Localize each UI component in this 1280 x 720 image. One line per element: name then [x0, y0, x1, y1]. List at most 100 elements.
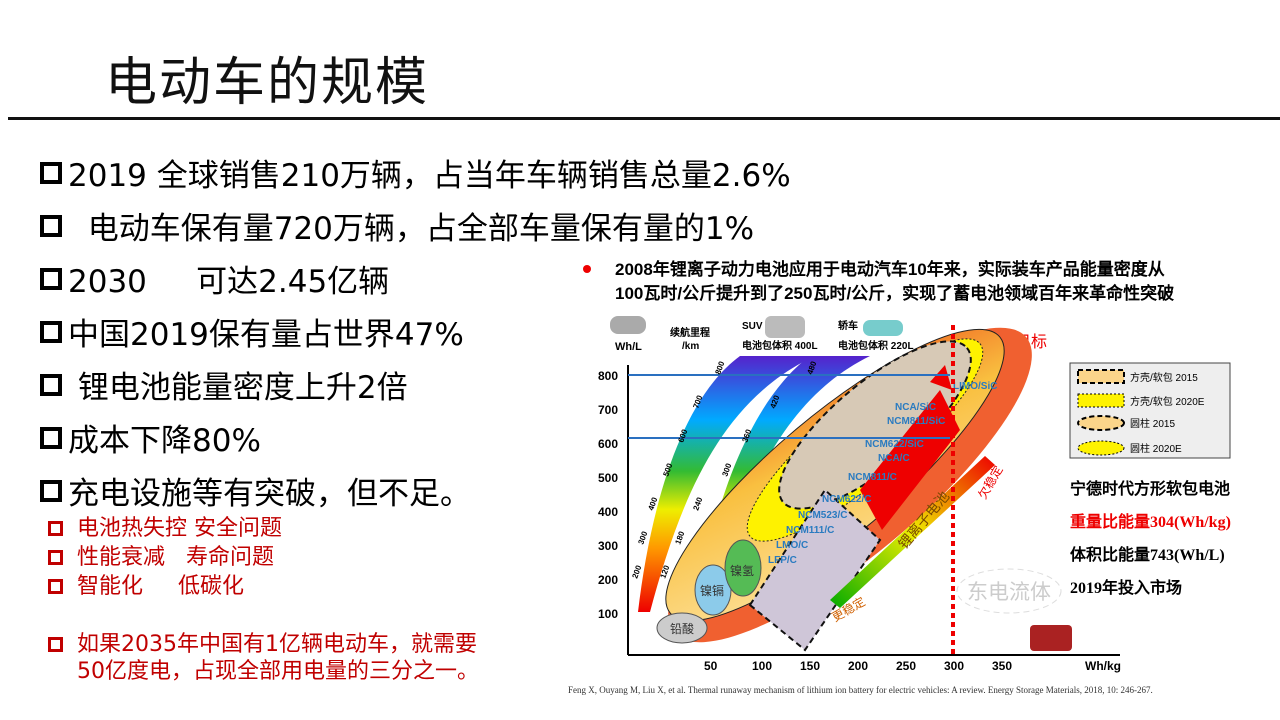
square-bullet-icon [40, 426, 62, 449]
sub-bullet-3: 智能化 低碳化 [48, 573, 244, 600]
band2-tick-label: 300 [720, 462, 733, 478]
chem-label: NCM111/C [786, 525, 834, 536]
title-divider [8, 117, 1280, 120]
legend-label: 方壳/软包 2015 [1130, 371, 1198, 384]
square-bullet-icon [40, 479, 62, 502]
sedan-label: 轿车 [838, 319, 858, 332]
figure-headline-2: 100瓦时/公斤提升到了250瓦时/公斤，实现了蓄电池领域百年来革命性突破 [615, 283, 1174, 303]
car-icon [610, 316, 646, 334]
sedan-icon [863, 320, 903, 336]
legend-swatch [1077, 393, 1125, 408]
x-tick-label: 150 [800, 659, 820, 673]
chem-label: LFP/C [768, 555, 797, 566]
note-line-1: 如果2035年中国有1亿辆电动车，就需要 [77, 632, 477, 657]
catl-volumetric: 体积比能量743(Wh/L) [1070, 545, 1225, 564]
battery-energy-density-figure: 2008年锂离子动力电池应用于电动汽车10年来，实际装车产品能量密度从 100瓦… [568, 259, 1231, 695]
suv-pack-label: 电池包体积 400L [742, 339, 818, 352]
note: 如果2035年中国有1亿辆电动车，就需要 50亿度电，占现全部用电量的三分之一。 [48, 631, 479, 685]
y-tick-label: 700 [598, 403, 618, 417]
bullet-5: 锂电池能量密度上升2倍 [40, 362, 408, 407]
nicd-ellipse [694, 564, 732, 616]
square-bullet-icon [40, 214, 62, 237]
x-tick-label: 50 [704, 659, 718, 673]
bullet-text: 电动车保有量720万辆，占全部车量保有量的1% [68, 211, 755, 247]
watermark: 东电流体 [967, 581, 1051, 604]
note-line-2: 50亿度电，占现全部用电量的三分之一。 [77, 659, 479, 684]
range-band-1 [638, 356, 815, 612]
citation: Feng X, Ouyang M, Liu X, et al. Thermal … [568, 685, 1153, 695]
square-bullet-icon [40, 161, 62, 184]
bullet-4: 中国2019保有量占世界47% [40, 309, 464, 354]
bullet-2: 电动车保有量720万辆，占全部车量保有量的1% [40, 203, 754, 248]
band2-tick-label: 180 [673, 530, 686, 546]
chem-label: NCM811/SiC [887, 416, 945, 427]
figure-headline-1: 2008年锂离子动力电池应用于电动汽车10年来，实际装车产品能量密度从 [615, 259, 1165, 279]
bullet-6: 成本下降80% [40, 415, 261, 460]
square-bullet-icon [40, 267, 62, 290]
page-title: 电动车的规模 [105, 53, 430, 113]
band1-tick-label: 400 [646, 496, 659, 512]
band2-tick-label: 120 [658, 564, 671, 580]
band2-tick-label: 360 [740, 428, 753, 444]
legend-label: 圆柱 2020E [1130, 442, 1182, 455]
nimh-ellipse [724, 539, 762, 597]
band2-tick-label: 240 [691, 496, 704, 512]
bullet-3: 2030 可达2.45亿辆 [40, 256, 389, 301]
catl-gravimetric: 重量比能量304(Wh/kg) [1070, 512, 1231, 531]
chem-label: LMO/C [776, 540, 808, 551]
bullet-text: 锂电池能量密度上升2倍 [68, 370, 408, 406]
square-bullet-icon [40, 373, 62, 396]
y-unit: Wh/L [615, 341, 642, 353]
band1-tick-label: 600 [676, 428, 689, 444]
legend-swatch [1077, 369, 1125, 384]
x-tick-label: 250 [896, 659, 916, 673]
stability-gradient [830, 456, 995, 608]
sedan-pack-label: 电池包体积 220L [838, 339, 914, 352]
sub-bullet-1: 电池热失控 安全问题 [48, 515, 282, 542]
square-bullet-icon [48, 550, 63, 565]
band1-tick-label: 800 [713, 360, 726, 376]
progress-arrow [860, 390, 960, 530]
bullet-text: 2019 全球销售210万辆，占当年车辆销售总量2.6% [68, 158, 791, 194]
sub-bullet-2: 性能衰减 寿命问题 [48, 544, 274, 571]
sub-bullet-text: 性能衰减 寿命问题 [77, 545, 274, 570]
chem-label: NCA/C [878, 453, 910, 464]
y-tick-label: 200 [598, 573, 618, 587]
suv-label: SUV [742, 321, 763, 332]
chem-label: LIMO/SiC [953, 381, 997, 392]
red-dot-icon [583, 265, 591, 273]
chem-label: NCM523/C [798, 510, 847, 521]
y-tick-label: 300 [598, 539, 618, 553]
chem-label: NCM811/C [848, 472, 897, 483]
band1-tick-label: 700 [691, 394, 704, 410]
y-tick-label: 500 [598, 471, 618, 485]
legend-swatch [1077, 440, 1125, 456]
chem-label: NCM622/SiC [865, 439, 924, 450]
x-unit: Wh/kg [1085, 659, 1121, 673]
bullet-1: 2019 全球销售210万辆，占当年车辆销售总量2.6% [40, 150, 791, 195]
y-tick-label: 600 [598, 437, 618, 451]
band1-tick-label: 200 [630, 564, 643, 580]
bullet-text: 中国2019保有量占世界47% [68, 317, 464, 353]
nimh-label: 镍氢 [730, 563, 754, 578]
catl-market: 2019年投入市场 [1070, 578, 1182, 597]
x-tick-label: 300 [944, 659, 964, 673]
x-tick-label: 100 [752, 659, 772, 673]
square-bullet-icon [48, 579, 63, 594]
x-tick-label: 200 [848, 659, 868, 673]
y-tick-label: 100 [598, 607, 618, 621]
band1-tick-label: 500 [661, 462, 674, 478]
chem-label: NCM622/C [822, 494, 871, 505]
progress-arrow-head [930, 365, 952, 390]
legend-swatch [1077, 415, 1125, 431]
chem-label: NCA/SiC [895, 402, 936, 413]
band2-tick-label: 480 [805, 360, 818, 376]
legend-label: 方壳/软包 2020E [1130, 395, 1205, 408]
square-bullet-icon [40, 320, 62, 343]
prismatic-2015-region [748, 488, 882, 652]
band1-tick-label: 300 [636, 530, 649, 546]
sub-bullet-text: 电池热失控 安全问题 [77, 516, 282, 541]
bullet-text: 充电设施等有突破，但不足。 [68, 476, 471, 512]
y-tick-label: 400 [598, 505, 618, 519]
legend-label: 圆柱 2015 [1130, 417, 1175, 430]
